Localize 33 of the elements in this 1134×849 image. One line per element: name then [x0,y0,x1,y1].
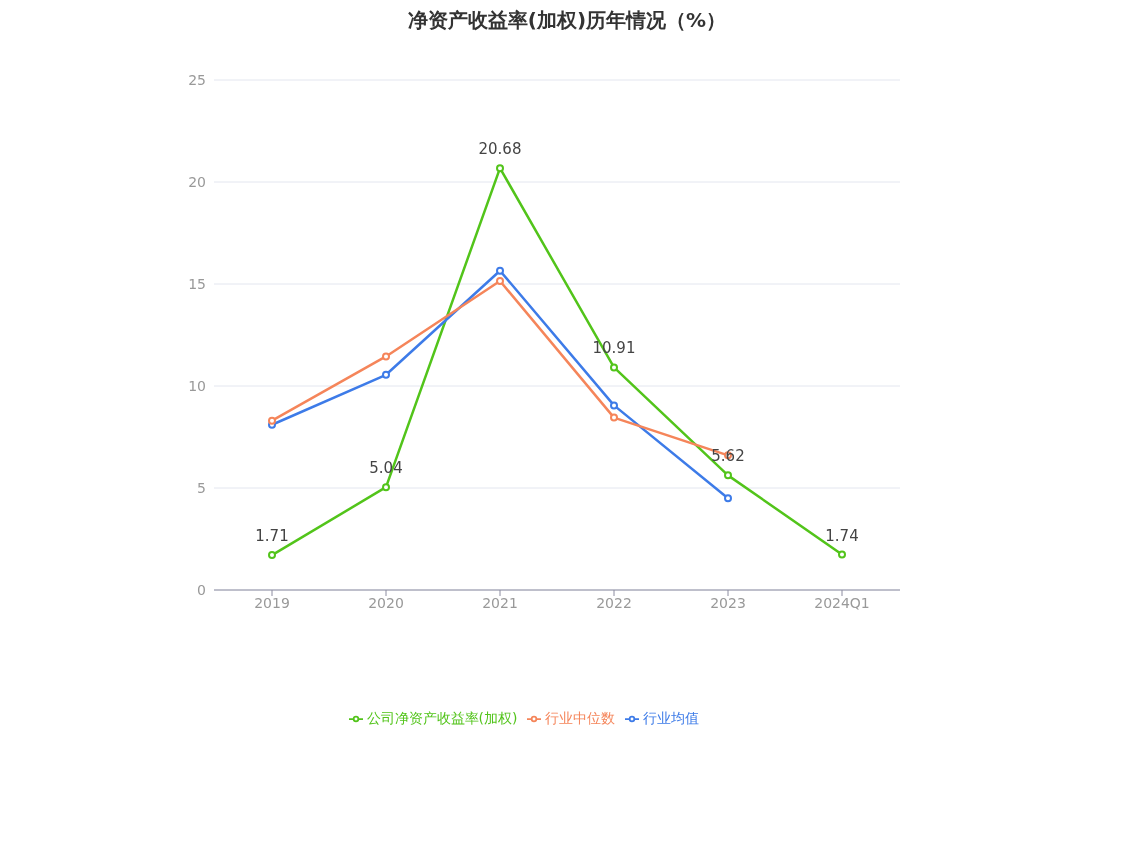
data-label: 1.71 [255,527,289,546]
x-tick-label: 2022 [596,594,632,611]
y-tick-label: 0 [197,581,206,598]
point [610,413,618,422]
data-label: 20.68 [478,140,522,159]
point [382,370,390,379]
data-label: 1.74 [825,526,859,545]
y-tick-label: 10 [188,377,206,394]
y-tick-label: 15 [188,275,206,292]
point [838,550,846,559]
chart-title: 净资产收益率(加权)历年情况（%） [406,8,728,34]
x-tick-label: 2020 [368,594,404,611]
legend-label: 行业中位数 [545,710,616,726]
point [724,494,732,503]
y-tick-label: 20 [188,173,206,190]
x-tick-label: 2023 [710,594,746,611]
y-tick-label: 5 [197,479,206,496]
point [268,416,276,425]
x-tick-label: 2021 [482,594,518,611]
point [724,471,732,480]
point [610,363,618,372]
point [496,266,504,275]
point [610,401,618,410]
x-tick-label: 2024Q1 [814,594,870,611]
x-tick-label: 2019 [254,594,290,611]
point [496,164,504,173]
point [496,276,504,285]
legend-label: 公司净资产收益率(加权) [366,710,518,726]
point [382,352,390,361]
point [268,551,276,560]
legend-label: 行业均值 [643,710,700,726]
y-tick-label: 25 [188,71,206,88]
point [382,483,390,492]
